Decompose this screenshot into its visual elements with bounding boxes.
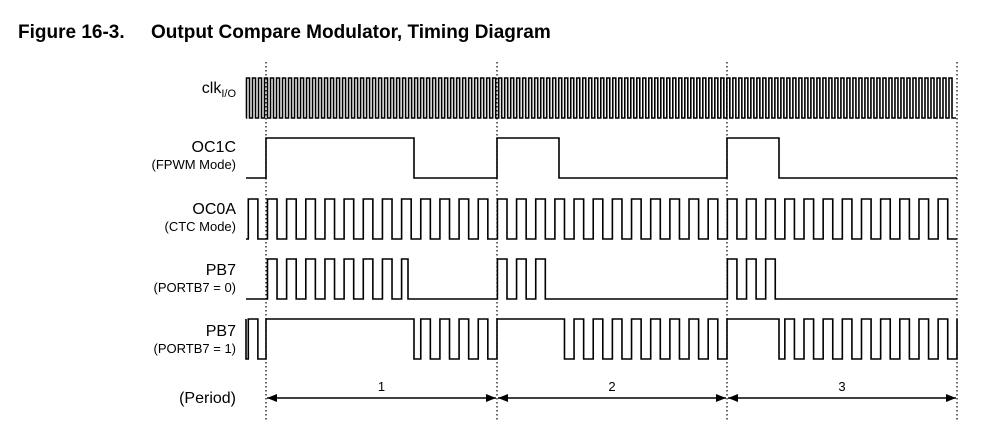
- pb7-portb0-name: PB7: [205, 262, 236, 279]
- figure-number: Figure 16-3.: [18, 22, 125, 43]
- pb7-portb0-label: PB7 (PORTB7 = 0): [154, 262, 236, 296]
- pb7-portb1-condition: (PORTB7 = 1): [153, 341, 236, 356]
- clk-label: clkI/O: [202, 80, 236, 100]
- period-1-arrow-left: [267, 394, 277, 402]
- period-1-arrow-right: [486, 394, 496, 402]
- pb7-portb1-label: PB7 (PORTB7 = 1): [154, 323, 236, 357]
- clk-subscript: I/O: [221, 88, 236, 100]
- oc1c-label: OC1C (FPWM Mode): [152, 139, 237, 173]
- oc1c-waveform: [246, 137, 957, 179]
- period-2-arrow-right: [716, 394, 726, 402]
- period-2-arrow-left: [498, 394, 508, 402]
- period-row: 1 2 3: [267, 379, 956, 402]
- period-3-arrow-left: [728, 394, 738, 402]
- figure-title: Output Compare Modulator, Timing Diagram: [151, 22, 551, 43]
- figure-caption: Figure 16-3. Output Compare Modulator, Ti…: [18, 22, 551, 44]
- clk-name: clk: [201, 80, 222, 97]
- oc1c-name: OC1C: [191, 139, 236, 156]
- period-3-number: 3: [838, 379, 845, 394]
- period-boundary-lines: [265, 62, 958, 422]
- period-3-arrow-right: [946, 394, 956, 402]
- clk-waveform: [245, 77, 956, 119]
- period-label-text: (Period): [179, 390, 236, 407]
- oc0a-mode: (CTC Mode): [164, 219, 236, 234]
- period-2-number: 2: [608, 379, 615, 394]
- period-1-number: 1: [378, 379, 385, 394]
- oc0a-label: OC0A (CTC Mode): [164, 201, 236, 235]
- pb7-portb1-waveform: [245, 318, 958, 360]
- oc0a-waveform: [246, 198, 957, 240]
- period-label: (Period): [179, 390, 236, 408]
- pb7-portb1-name: PB7: [205, 323, 236, 340]
- oc0a-name: OC0A: [192, 201, 236, 218]
- signal-waveforms: [245, 77, 958, 360]
- oc1c-mode: (FPWM Mode): [151, 157, 237, 172]
- pb7-portb0-waveform: [246, 258, 957, 300]
- pb7-portb0-condition: (PORTB7 = 0): [153, 280, 236, 295]
